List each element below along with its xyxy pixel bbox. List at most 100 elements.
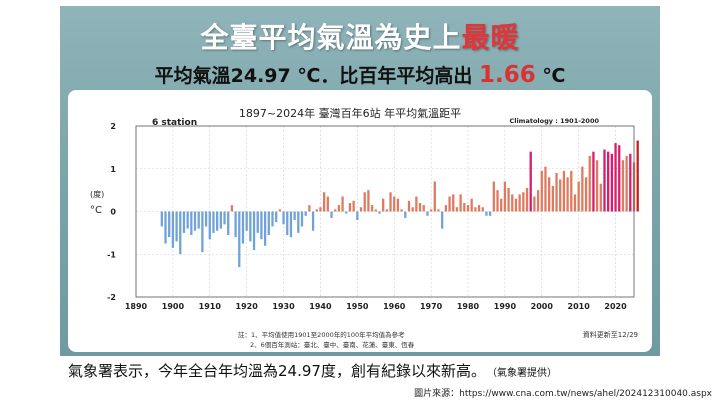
bar [492,181,495,212]
bar [382,198,385,212]
bar [378,211,381,214]
bar [503,181,507,212]
bar [529,151,532,212]
bar [278,209,282,212]
bar [485,211,488,216]
bar [356,211,359,221]
bar [618,145,621,212]
headline: 全臺平均氣溫為史上最暖 [60,16,660,56]
bar [341,196,344,212]
bar [363,192,366,212]
bar [204,211,208,227]
bar [267,211,270,236]
y-tick-label: 0 [110,208,116,217]
bar [444,205,448,212]
chart-panel: -2 -1 0 1 2 1890 1900 1910 1920 1930 1940 1950 1960 1… [68,90,652,352]
bar [197,211,200,229]
bar [548,177,551,212]
bar [308,205,311,212]
bar [448,196,451,212]
bar [289,211,293,238]
bar [238,211,241,268]
x-tick-label: 1970 [420,302,443,311]
bar [348,202,352,212]
bar [599,183,602,212]
bar [182,211,186,233]
bar [304,211,307,216]
caption: 氣象署表示，今年全台年均溫為24.97度，創有紀錄以來新高。 （氣象署提供） [68,360,557,381]
bar [551,185,554,212]
bar [337,205,341,212]
bar [540,170,543,212]
bar [610,153,614,212]
bar [544,166,547,212]
caption-credit: （氣象署提供） [491,368,557,379]
bar [300,211,304,227]
bar [334,209,337,212]
bar [234,211,237,238]
bar [614,143,617,212]
bar [588,155,591,212]
bar [275,211,278,223]
bar [592,151,595,212]
bar [160,211,163,227]
chart-note-1: 註：1、平均值使用1901至2000年的100年平均值為參考 [238,330,405,339]
bar [286,211,289,236]
bar [370,205,374,212]
bar [227,211,230,236]
bar [570,170,573,212]
bar [212,211,215,233]
station-label: 6 station [152,118,197,128]
bar [463,202,466,212]
bar [293,211,296,221]
bar [389,192,392,212]
x-tick-label: 2010 [568,302,591,311]
bar [260,211,263,240]
temperature-anomaly-chart: -2 -1 0 1 2 1890 1900 1910 1920 1930 1940 1950 1960 1… [90,106,639,349]
bar [190,211,193,236]
bar [426,211,429,216]
bar [533,196,536,212]
bar [201,211,204,253]
bar [352,200,355,212]
bar [496,190,499,212]
bar [164,211,167,244]
x-tick-label: 1900 [162,302,185,311]
axes: -2 -1 0 1 2 1890 1900 1910 1920 1930 1940 1950 1960 1… [107,122,635,311]
bar [216,211,219,231]
bar [345,211,348,214]
bar [559,179,562,212]
bar [322,192,326,212]
bar [437,209,440,212]
bar [418,202,422,212]
bar [566,177,569,212]
bar [374,209,377,212]
headline-main: 全臺平均氣溫為史上 [200,21,462,54]
bar [422,205,425,212]
x-tick-label: 1990 [494,302,517,311]
update-note: 資料更新至12/29 [583,330,638,339]
x-tick-label: 1980 [457,302,480,311]
bar [249,211,252,242]
bar [525,187,529,212]
x-tick-label: 1960 [383,302,406,311]
bar [168,211,171,238]
bar [230,205,234,212]
y-tick-label: 1 [110,165,116,174]
bar [555,173,558,212]
bar [507,187,510,212]
bar [536,190,540,212]
x-tick-label: 2000 [531,302,554,311]
caption-main: 氣象署表示，今年全台年均溫為24.97度，創有紀錄以來新高。 [68,362,486,380]
bar [223,211,226,225]
bar [429,209,433,212]
bar [488,211,492,216]
y-unit: °C [90,205,102,216]
bar [629,153,632,212]
subheadline-prefix: 平均氣溫24.97 ℃．比百年平均高出 [154,65,479,87]
bar [396,198,400,212]
bar [393,196,396,212]
bar [514,198,518,212]
y-tick-label: -1 [107,250,116,259]
bar [466,205,470,212]
